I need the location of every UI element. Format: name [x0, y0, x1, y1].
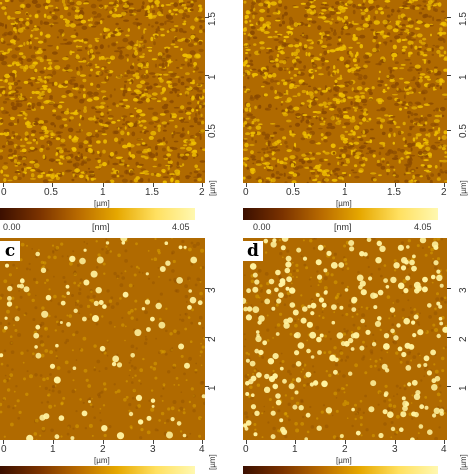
y-tick-label: 1 — [207, 74, 218, 80]
x-tick-label: 0 — [243, 187, 249, 198]
colorbar-min-label: 0.00 — [3, 222, 21, 232]
x-tickmark — [103, 183, 104, 187]
x-tick-label: 0 — [1, 187, 7, 198]
colorbar-max-label: 4.05 — [414, 222, 432, 232]
y-tick-label: 1.5 — [207, 12, 218, 26]
x-tick-label: 1.5 — [387, 187, 401, 198]
x-tickmark — [345, 183, 346, 187]
x-tick-label: 0 — [1, 444, 7, 455]
colorbar-unit-label: [nm] — [92, 222, 110, 232]
y-tickmark — [205, 288, 209, 289]
x-tick-label: 2 — [441, 187, 447, 198]
y-tick-label: 1 — [207, 385, 218, 391]
x-tickmark — [202, 440, 203, 444]
y-tickmark — [447, 337, 451, 338]
y-tickmark — [447, 386, 451, 387]
x-tickmark — [294, 183, 295, 187]
afm-image-b — [243, 0, 447, 183]
y-tickmark — [447, 130, 451, 131]
x-tickmark — [3, 183, 4, 187]
y-tickmark — [447, 288, 451, 289]
x-tick-label: 1.5 — [145, 187, 159, 198]
x-unit-label: [µm] — [94, 456, 110, 465]
y-unit-label: [µm] — [208, 180, 217, 196]
x-tick-label: 4 — [441, 444, 447, 455]
afm-image-a — [0, 0, 205, 183]
x-tickmark — [246, 183, 247, 187]
y-tickmark — [205, 130, 209, 131]
y-unit-label: [µm] — [459, 180, 468, 196]
x-tickmark — [53, 440, 54, 444]
x-tickmark — [3, 440, 4, 444]
y-tick-label: 0.5 — [458, 124, 469, 138]
x-tickmark — [295, 440, 296, 444]
x-tickmark — [52, 183, 53, 187]
x-unit-label: [µm] — [336, 456, 352, 465]
x-tickmark — [395, 183, 396, 187]
x-tick-label: 4 — [199, 444, 205, 455]
afm-image-c — [0, 238, 205, 440]
afm-texture-c — [0, 238, 205, 440]
colorbar-d — [243, 466, 438, 474]
y-tickmark — [205, 75, 209, 76]
colorbar-max-label: 4.05 — [172, 222, 190, 232]
y-tickmark — [205, 337, 209, 338]
y-unit-label: [µm] — [208, 454, 217, 470]
panel-letter-d: d — [243, 241, 263, 261]
colorbar-unit-label: [nm] — [334, 222, 352, 232]
y-tickmark — [205, 17, 209, 18]
x-tick-label: 3 — [392, 444, 398, 455]
x-tickmark — [202, 183, 203, 187]
afm-texture-a — [0, 0, 205, 183]
y-tickmark — [205, 386, 209, 387]
y-tickmark — [447, 17, 451, 18]
y-tick-label: 2 — [207, 336, 218, 342]
x-tick-label: 2 — [100, 444, 106, 455]
x-tick-label: 0 — [243, 444, 249, 455]
y-tick-label: 3 — [207, 287, 218, 293]
x-tickmark — [444, 183, 445, 187]
y-tick-label: 3 — [458, 287, 469, 293]
colorbar-min-label: 0.00 — [253, 222, 271, 232]
x-tick-label: 1 — [100, 187, 106, 198]
y-tick-label: 1.5 — [458, 12, 469, 26]
colorbar-c — [0, 466, 195, 474]
x-tick-label: 3 — [150, 444, 156, 455]
afm-image-d — [243, 238, 447, 440]
x-unit-label: [µm] — [94, 199, 110, 208]
colorbar-a — [0, 208, 195, 220]
y-tickmark — [447, 75, 451, 76]
afm-texture-d — [243, 238, 447, 440]
colorbar-b — [243, 208, 438, 220]
panel-letter-c: c — [0, 241, 20, 261]
x-tickmark — [444, 440, 445, 444]
x-tick-label: 1 — [342, 187, 348, 198]
y-tick-label: 1 — [458, 74, 469, 80]
x-tickmark — [153, 183, 154, 187]
y-unit-label: [µm] — [459, 454, 468, 470]
x-tick-label: 0.5 — [286, 187, 300, 198]
x-tick-label: 2 — [342, 444, 348, 455]
y-tick-label: 0.5 — [207, 124, 218, 138]
x-tickmark — [103, 440, 104, 444]
y-tick-label: 2 — [458, 336, 469, 342]
x-tick-label: 0.5 — [44, 187, 58, 198]
afm-texture-b — [243, 0, 447, 183]
x-tick-label: 1 — [50, 444, 56, 455]
x-unit-label: [µm] — [336, 199, 352, 208]
x-tickmark — [345, 440, 346, 444]
x-tick-label: 1 — [292, 444, 298, 455]
y-tick-label: 1 — [458, 385, 469, 391]
x-tickmark — [153, 440, 154, 444]
x-tickmark — [246, 440, 247, 444]
x-tickmark — [395, 440, 396, 444]
x-tick-label: 2 — [199, 187, 205, 198]
